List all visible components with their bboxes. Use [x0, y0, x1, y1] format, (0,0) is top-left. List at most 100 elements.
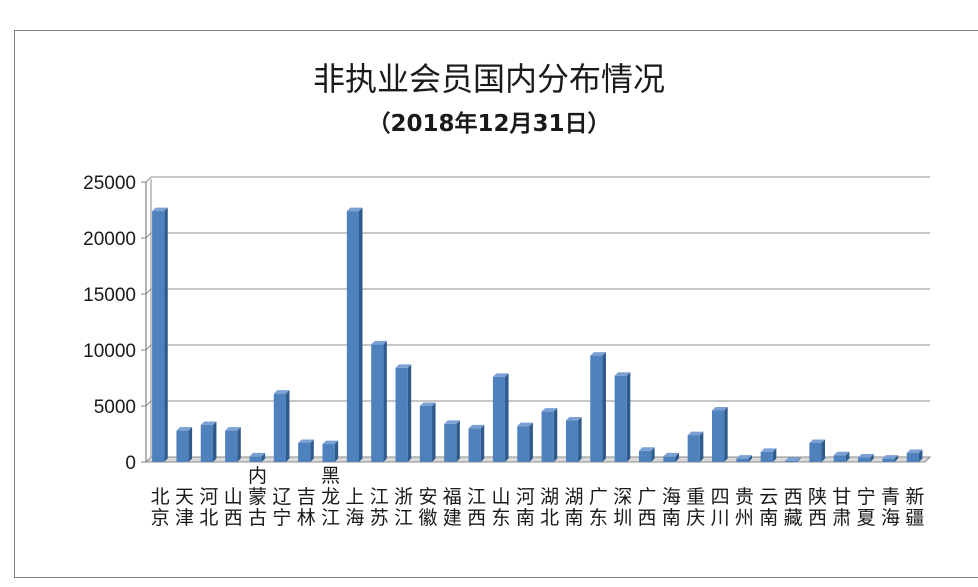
bar-front — [468, 428, 481, 462]
x-category-label: 江西 — [467, 486, 486, 529]
bar-top — [176, 427, 193, 431]
bar — [273, 390, 290, 462]
bar — [468, 424, 485, 462]
bar-side — [626, 372, 631, 462]
bar-top — [468, 424, 485, 429]
bar-top — [517, 422, 533, 427]
gridline-join — [145, 176, 152, 183]
bar-front — [882, 458, 895, 462]
bar — [590, 352, 606, 462]
bar-top — [833, 451, 850, 456]
bar-side — [383, 340, 387, 462]
bar — [858, 454, 874, 462]
bar-top — [858, 454, 874, 458]
bar-front — [225, 430, 238, 462]
x-category-label: 云南 — [759, 486, 778, 529]
bar-front — [565, 420, 579, 462]
x-category-label: 广西 — [638, 486, 657, 529]
bar-side — [261, 452, 266, 462]
bar-top — [906, 449, 923, 454]
x-category-label: 西藏 — [784, 486, 803, 529]
bar-front — [273, 393, 286, 462]
bar — [225, 427, 241, 462]
bar-side — [553, 408, 558, 462]
bar-front — [833, 455, 846, 462]
bar-front — [663, 456, 676, 462]
bar-front — [590, 355, 603, 462]
bar-front — [346, 211, 360, 462]
bar — [419, 402, 436, 462]
bar-side — [505, 373, 509, 462]
x-category-label: 安徽 — [418, 486, 437, 529]
bar — [565, 417, 582, 462]
x-category-label: 内蒙古 — [248, 465, 267, 529]
bar-side — [724, 406, 728, 462]
bar-top — [395, 364, 412, 368]
bar-top — [590, 352, 606, 356]
y-tick-label: 20000 — [83, 229, 136, 250]
y-tick-label: 25000 — [83, 173, 136, 194]
bar — [638, 447, 655, 462]
x-category-label: 重庆 — [686, 486, 705, 529]
bar-front — [614, 375, 627, 462]
bar-side — [237, 427, 241, 462]
axes — [141, 179, 932, 463]
bar-side — [456, 420, 460, 462]
x-category-label: 广东 — [589, 486, 608, 529]
bar-top — [346, 207, 363, 212]
bar-side — [334, 440, 339, 462]
x-category-label: 海南 — [662, 486, 681, 529]
bar-side — [772, 448, 777, 462]
bar-top — [638, 447, 655, 451]
bar — [760, 448, 777, 462]
bar-front — [638, 450, 652, 462]
bar-side — [578, 417, 582, 462]
bar-top — [225, 427, 241, 431]
bar-front — [760, 451, 773, 462]
x-category-label: 贵州 — [735, 486, 754, 529]
bar-side — [699, 431, 704, 462]
bar-top — [298, 439, 314, 443]
bar — [152, 207, 168, 462]
y-axis-ticks: 0 5000 10000 15000 20000 25000 — [83, 173, 136, 474]
gridlines — [145, 176, 930, 407]
x-category-label: 四川 — [711, 486, 730, 529]
bar-front — [249, 456, 262, 462]
bar-side — [359, 207, 363, 462]
bar — [663, 452, 679, 462]
bar-top — [565, 417, 582, 421]
bar-side — [602, 352, 606, 462]
bar-side — [432, 402, 436, 462]
gridline-join — [145, 288, 152, 295]
bar — [346, 207, 363, 462]
bar-front — [298, 442, 311, 462]
bar — [736, 455, 753, 462]
bar-top — [687, 431, 704, 436]
x-category-label: 青海 — [881, 486, 900, 529]
gridline-join — [145, 232, 152, 239]
x-category-label: 新疆 — [905, 486, 924, 529]
bar-front — [152, 211, 165, 462]
bar-front — [736, 458, 749, 462]
bar-front — [541, 411, 554, 462]
x-category-label: 浙江 — [394, 486, 413, 529]
bar-top — [541, 408, 558, 412]
chart-title: 非执业会员国内分布情况 — [312, 60, 665, 98]
bar — [687, 431, 704, 462]
x-category-label: 辽宁 — [272, 486, 291, 529]
bar — [395, 364, 412, 462]
x-category-label: 吉林 — [297, 486, 316, 529]
x-category-label: 山东 — [491, 486, 510, 529]
bar-top — [492, 373, 509, 377]
bar-top — [200, 421, 217, 426]
x-axis-categories: 北京天津河北山西内蒙古辽宁吉林黑龙江上海江苏浙江安徽福建江西山东河南湖北湖南广东… — [151, 465, 925, 529]
bar-side — [529, 422, 533, 462]
bar-side — [870, 454, 874, 462]
bar-front — [809, 442, 822, 462]
x-category-label: 湖南 — [565, 486, 584, 529]
bar-top — [711, 406, 728, 411]
bar-side — [845, 451, 850, 462]
bar-side — [407, 364, 412, 462]
bar — [785, 457, 801, 462]
x-category-label: 山西 — [224, 486, 243, 529]
